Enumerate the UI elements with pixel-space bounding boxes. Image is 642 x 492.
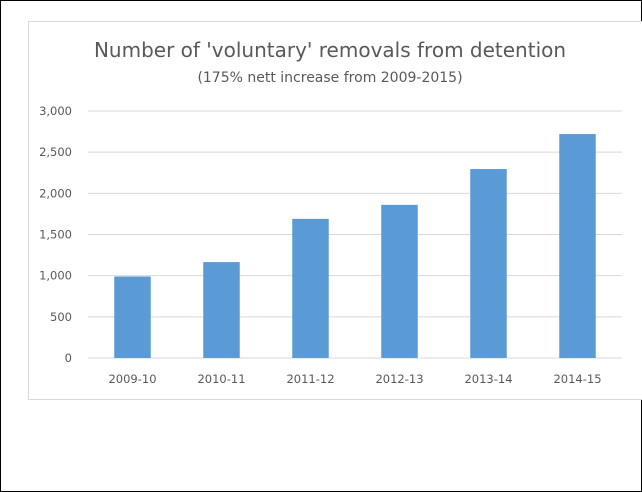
bar (470, 169, 507, 358)
x-axis-ticks: 2009-10 2010-11 2011-12 2012-13 2013-14 2014-… (108, 372, 601, 386)
x-tick-label: 2011-12 (286, 372, 334, 386)
bar (559, 134, 596, 358)
bars (114, 134, 596, 358)
y-tick-label: 3,000 (39, 104, 72, 118)
y-tick-label: 1,000 (39, 269, 72, 283)
y-tick-label: 2,000 (39, 186, 72, 200)
x-tick-label: 2009-10 (108, 372, 156, 386)
x-tick-label: 2013-14 (464, 372, 512, 386)
bar (381, 204, 418, 358)
chart-subtitle: (175% nett increase from 2009-2015) (197, 70, 462, 86)
x-tick-label: 2012-13 (375, 372, 423, 386)
bar (114, 276, 151, 358)
x-tick-label: 2014-15 (553, 372, 601, 386)
y-tick-label: 2,500 (39, 145, 72, 159)
y-tick-label: 0 (65, 351, 72, 365)
y-tick-label: 500 (50, 310, 72, 324)
y-axis-ticks: 0 500 1,000 1,500 2,000 2,500 3,000 (39, 104, 72, 365)
y-tick-label: 1,500 (39, 228, 72, 242)
gridlines (88, 110, 622, 359)
chart-title: Number of 'voluntary' removals from dete… (94, 38, 566, 62)
bar (203, 262, 240, 358)
x-tick-label: 2010-11 (197, 372, 245, 386)
bar (292, 218, 329, 358)
